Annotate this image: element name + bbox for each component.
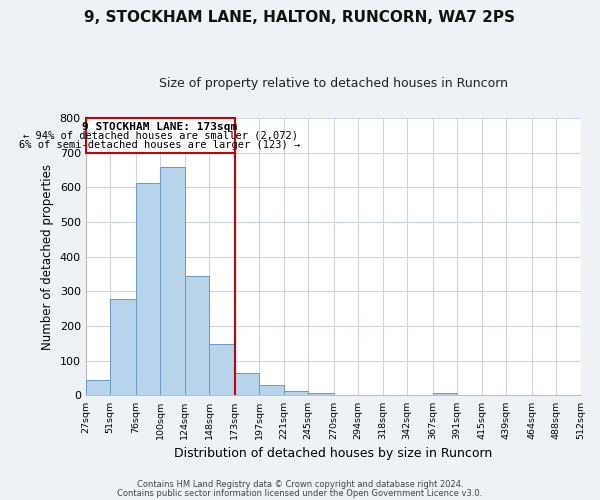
Bar	[136, 183, 160, 396]
FancyBboxPatch shape	[86, 118, 235, 152]
Bar	[86, 380, 110, 396]
Text: Contains public sector information licensed under the Open Government Licence v3: Contains public sector information licen…	[118, 488, 482, 498]
Bar	[185, 276, 209, 396]
Text: Contains HM Land Registry data © Crown copyright and database right 2024.: Contains HM Land Registry data © Crown c…	[137, 480, 463, 489]
Bar	[110, 299, 136, 396]
Text: 9, STOCKHAM LANE, HALTON, RUNCORN, WA7 2PS: 9, STOCKHAM LANE, HALTON, RUNCORN, WA7 2…	[85, 10, 515, 25]
Text: 9 STOCKHAM LANE: 173sqm: 9 STOCKHAM LANE: 173sqm	[82, 122, 238, 132]
Title: Size of property relative to detached houses in Runcorn: Size of property relative to detached ho…	[158, 78, 508, 90]
Bar	[259, 385, 284, 396]
Text: 6% of semi-detached houses are larger (123) →: 6% of semi-detached houses are larger (1…	[19, 140, 301, 149]
Bar	[235, 373, 259, 396]
Bar	[160, 166, 185, 396]
Bar	[433, 392, 457, 396]
Bar	[284, 392, 308, 396]
Bar	[308, 392, 334, 396]
X-axis label: Distribution of detached houses by size in Runcorn: Distribution of detached houses by size …	[174, 447, 492, 460]
Bar	[209, 344, 235, 396]
Y-axis label: Number of detached properties: Number of detached properties	[41, 164, 54, 350]
Text: ← 94% of detached houses are smaller (2,072): ← 94% of detached houses are smaller (2,…	[23, 131, 298, 141]
